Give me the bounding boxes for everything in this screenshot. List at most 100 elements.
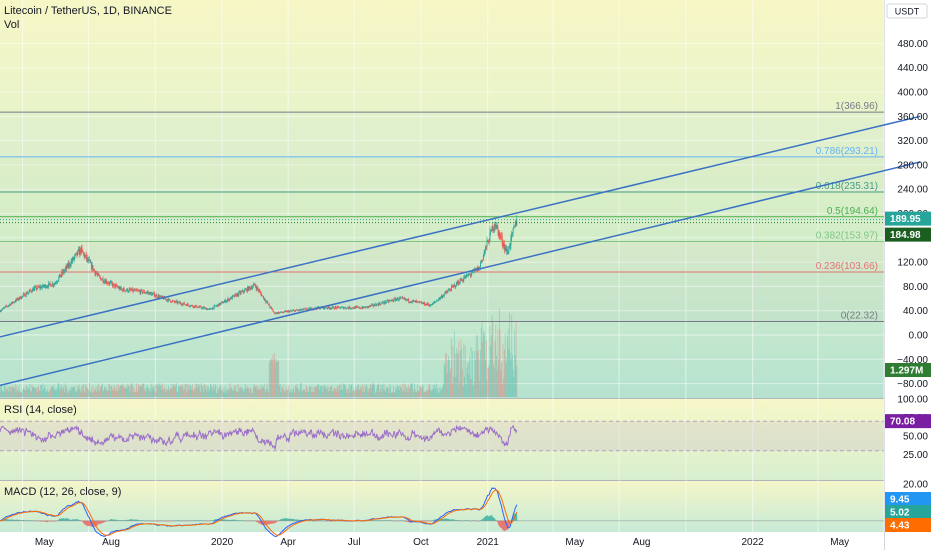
volume-bar (512, 354, 513, 397)
candle-body (360, 308, 362, 309)
parallel-channel[interactable] (0, 115, 921, 396)
fib-retracement[interactable]: 1(366.96)0.786(293.21)0.618(235.31)0.5(1… (0, 101, 884, 322)
volume-bar (307, 391, 309, 397)
candle-body (140, 289, 142, 294)
macd-histogram-bar (67, 518, 68, 521)
volume-bar (17, 392, 19, 397)
candle-body (77, 249, 79, 251)
volume-bar (369, 389, 370, 397)
volume-bar (297, 389, 299, 397)
volume-bar (156, 384, 158, 397)
candle-body (328, 306, 330, 308)
volume-bar (371, 387, 373, 397)
candle-body (158, 295, 160, 298)
candle-body (2, 308, 4, 310)
macd-histogram-bar (371, 520, 373, 521)
volume-bar (390, 392, 392, 397)
macd-histogram-bar (317, 520, 319, 521)
macd-histogram-bar (29, 520, 31, 521)
candle-body (41, 286, 43, 289)
volume-bar (204, 389, 206, 397)
macd-histogram-bar (318, 520, 320, 522)
volume-bar (62, 389, 63, 397)
macd-histogram-bar (422, 520, 424, 522)
macd-histogram-bar (178, 520, 179, 521)
candle-body (33, 288, 35, 291)
volume-bar (207, 386, 209, 397)
macd-histogram-bar (334, 520, 336, 522)
time-tick-1: Aug (102, 537, 120, 548)
volume-bar (223, 392, 225, 397)
candle-body (471, 272, 473, 275)
volume-bar (490, 334, 492, 397)
candle-body (349, 306, 351, 309)
candle-body (464, 276, 465, 279)
candle-body (126, 288, 128, 291)
candle-body (265, 301, 267, 303)
macd-histogram-bar (42, 520, 44, 522)
candle-body (176, 300, 178, 304)
candle-body (56, 282, 58, 284)
candle-body (495, 225, 497, 229)
volume-bar (27, 389, 29, 397)
candle-body (153, 293, 155, 294)
macd-histogram-bar (381, 520, 383, 521)
candle-body (189, 306, 191, 307)
macd-histogram-bar (471, 520, 473, 522)
candle-body (227, 298, 229, 301)
macd-histogram-bar (421, 520, 423, 522)
candle-body (259, 290, 261, 292)
candle-body (311, 307, 313, 310)
macd-histogram-bar (79, 520, 81, 521)
macd-histogram-bar (138, 519, 140, 521)
candle-body (373, 305, 375, 307)
volume-bar (72, 386, 74, 397)
candle-body (162, 296, 164, 298)
volume-bar (260, 384, 262, 397)
candle-body (400, 297, 402, 299)
macd-histogram-bar (56, 520, 58, 522)
macd-histogram-bar (286, 518, 288, 521)
candle-body (228, 298, 230, 301)
volume-bar (348, 383, 350, 397)
candle-body (108, 283, 110, 285)
volume-bar (76, 390, 78, 397)
volume-bar (414, 383, 415, 397)
candle-body (171, 300, 173, 303)
volume-bar (175, 386, 177, 397)
candle-body (327, 306, 329, 309)
macd-histogram-bar (281, 518, 283, 521)
macd-histogram-bar (196, 520, 198, 522)
volume-bar (231, 387, 233, 397)
candle-body (317, 306, 319, 308)
time-axis[interactable]: May Aug 2020 Apr Jul Oct 2021 May Aug 2022 May (35, 537, 849, 548)
volume-bar (152, 386, 154, 397)
macd-histogram-bar (178, 520, 180, 522)
volume-bar (236, 392, 238, 397)
volume-bar (492, 322, 494, 397)
volume-bar (48, 392, 50, 397)
candle-body (337, 306, 338, 309)
currency-selector[interactable] (886, 3, 928, 19)
candle-body (494, 224, 496, 227)
volume-bar (336, 387, 338, 397)
channel-lower-line[interactable] (0, 161, 921, 396)
candle-body (262, 295, 264, 297)
volume-bar (122, 383, 124, 397)
macd-histogram-bar (312, 520, 314, 522)
macd-histogram-bar (51, 520, 52, 522)
macd-histogram-bar (139, 520, 141, 522)
volume-bar (277, 361, 279, 397)
macd-histogram-bar (74, 519, 76, 521)
volume-bar (61, 387, 63, 397)
volume-bar (383, 383, 385, 397)
candle-body (441, 296, 443, 298)
channel-upper-line[interactable] (0, 115, 921, 347)
volume-bar (176, 391, 178, 397)
volume-bar (140, 386, 142, 397)
volume-bar (58, 383, 60, 397)
macd-histogram-bar (114, 519, 116, 521)
candle-body (515, 221, 517, 226)
volume-bar (501, 362, 503, 397)
volume-bar (37, 387, 39, 397)
